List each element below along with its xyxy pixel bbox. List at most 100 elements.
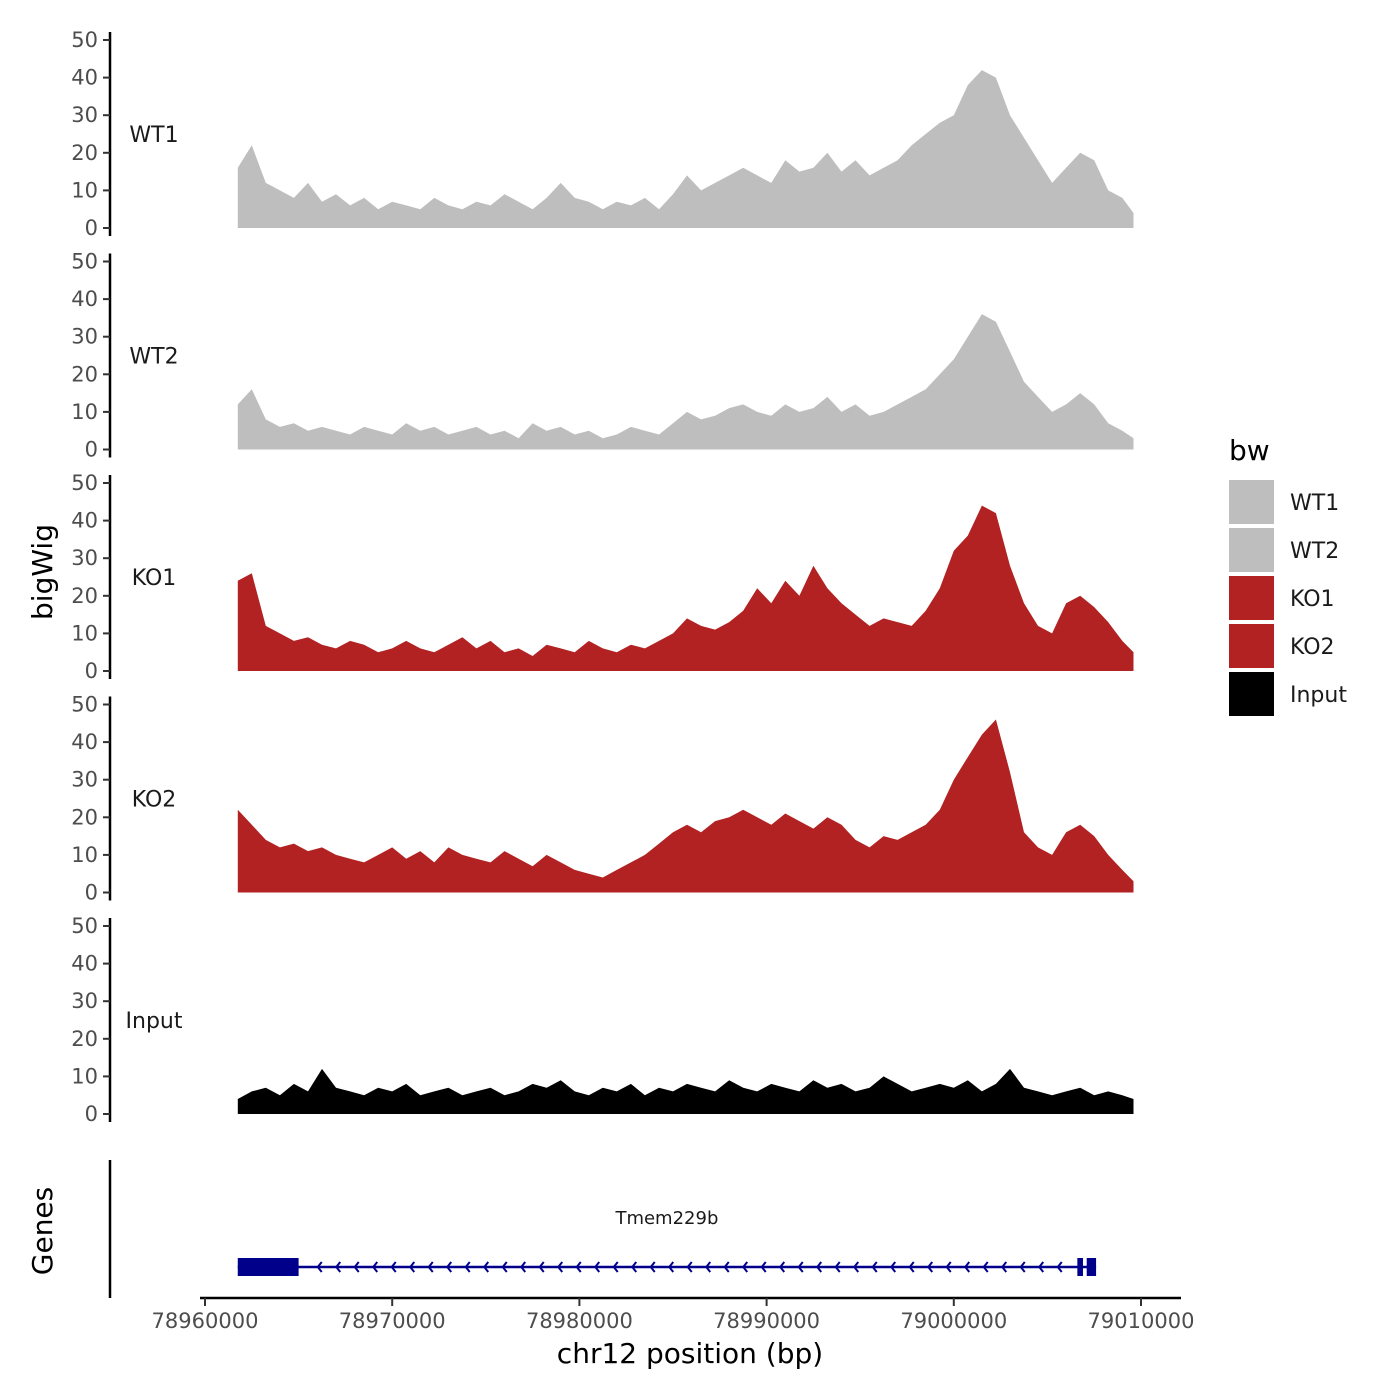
y-tick-label: 0 (85, 659, 98, 683)
y-tick-label: 20 (71, 1027, 98, 1051)
y-tick-label: 0 (85, 216, 98, 240)
strand-arrow (834, 1261, 841, 1273)
gene-exon (1077, 1258, 1083, 1276)
x-tick-label: 78960000 (152, 1309, 259, 1333)
legend: bw WT1 WT2 KO1 KO2 Input (1229, 434, 1347, 716)
strand-arrow (593, 1261, 601, 1273)
x-axis: 78960000 78970000 78980000 78990000 79000000… (152, 1296, 1195, 1333)
strand-arrow (889, 1261, 897, 1273)
legend-label-input: Input (1290, 683, 1347, 708)
y-tick-label: 40 (71, 287, 98, 311)
gene-name-label: Tmem229b (614, 1208, 718, 1229)
strand-arrow (334, 1261, 342, 1273)
gene-axis-title: Genes (26, 1187, 59, 1275)
y-tick-label: 30 (71, 103, 98, 127)
strand-arrow (815, 1261, 823, 1273)
strand-arrow (797, 1261, 804, 1273)
y-tick-label: 30 (71, 768, 98, 792)
y-tick-label: 0 (85, 881, 98, 905)
gene-track: Tmem229b (108, 1160, 1097, 1298)
legend-swatch-wt2 (1229, 528, 1274, 572)
signal-area-wt2 (237, 314, 1134, 450)
tracks-layer: 0 10 20 30 40 50 WT1 0 10 20 30 40 50 WT2 0 10 20 30 40 50 K… (71, 28, 1134, 1126)
strand-arrow (353, 1261, 360, 1273)
x-tick-label: 78990000 (713, 1309, 820, 1333)
strand-arrow (1019, 1261, 1026, 1273)
track-wt1: 0 10 20 30 40 50 WT1 (71, 28, 1134, 240)
x-tick-label: 79010000 (1088, 1309, 1195, 1333)
strand-arrow (649, 1261, 656, 1273)
y-tick-label: 30 (71, 325, 98, 349)
y-tick-label: 10 (71, 1064, 98, 1088)
strand-arrow (686, 1261, 693, 1273)
gene-exon (1086, 1258, 1097, 1276)
strand-arrow (482, 1261, 490, 1273)
strand-arrow (390, 1261, 397, 1273)
strand-arrow (1000, 1261, 1008, 1273)
strand-arrow (908, 1261, 915, 1273)
y-tick-label: 0 (85, 438, 98, 462)
y-tick-label: 30 (71, 989, 98, 1013)
strand-arrow (871, 1261, 878, 1273)
track-label: WT1 (129, 123, 178, 148)
strand-arrow (963, 1261, 971, 1273)
y-tick-label: 10 (71, 843, 98, 867)
strand-arrow (519, 1261, 527, 1273)
y-tick-label: 10 (71, 621, 98, 645)
y-tick-label: 20 (71, 805, 98, 829)
track-label: KO2 (132, 788, 177, 813)
strand-arrow (723, 1261, 730, 1273)
track-ko2: 0 10 20 30 40 50 KO2 (71, 693, 1134, 905)
legend-label-ko2: KO2 (1290, 635, 1335, 660)
signal-area-ko1 (237, 505, 1134, 671)
signal-area-wt1 (237, 70, 1134, 228)
y-tick-label: 40 (71, 952, 98, 976)
strand-arrow (501, 1261, 508, 1273)
strand-arrow (982, 1261, 989, 1273)
strand-arrow (575, 1261, 582, 1273)
strand-arrow (464, 1261, 471, 1273)
strand-arrow (408, 1261, 416, 1273)
legend-label-ko1: KO1 (1290, 587, 1335, 612)
track-ko1: 0 10 20 30 40 50 KO1 (71, 471, 1134, 683)
signal-area-ko2 (237, 719, 1134, 893)
strand-arrow (704, 1261, 712, 1273)
strand-arrow (445, 1261, 453, 1273)
track-label: Input (126, 1009, 183, 1034)
y-tick-label: 40 (71, 730, 98, 754)
track-label: WT2 (129, 345, 178, 370)
track-wt2: 0 10 20 30 40 50 WT2 (71, 250, 1134, 462)
strand-arrow (371, 1261, 379, 1273)
signal-area-input (237, 1068, 1134, 1114)
y-tick-label: 20 (71, 362, 98, 386)
legend-title: bw (1229, 434, 1270, 467)
track-input: 0 10 20 30 40 50 Input (71, 914, 1134, 1126)
x-axis-title: chr12 position (bp) (557, 1337, 823, 1370)
legend-label-wt1: WT1 (1290, 491, 1339, 516)
legend-swatch-ko1 (1229, 576, 1274, 620)
y-axis-title: bigWig (26, 524, 59, 620)
strand-arrow (538, 1261, 545, 1273)
y-tick-label: 10 (71, 400, 98, 424)
y-tick-label: 10 (71, 178, 98, 202)
x-tick-label: 78970000 (339, 1309, 446, 1333)
x-tick-label: 79000000 (900, 1309, 1007, 1333)
strand-arrow (945, 1261, 952, 1273)
strand-arrow (760, 1261, 767, 1273)
y-tick-label: 20 (71, 141, 98, 165)
strand-arrow (852, 1261, 860, 1273)
strand-arrow (741, 1261, 749, 1273)
strand-arrow (926, 1261, 934, 1273)
strand-arrow (556, 1261, 564, 1273)
strand-arrow (427, 1261, 434, 1273)
y-tick-label: 0 (85, 1102, 98, 1126)
y-tick-label: 20 (71, 584, 98, 608)
legend-swatch-wt1 (1229, 480, 1274, 524)
strand-arrow (316, 1261, 323, 1273)
strand-arrow (778, 1261, 786, 1273)
strand-arrow (630, 1261, 638, 1273)
strand-arrow (1056, 1261, 1063, 1273)
strand-arrow (667, 1261, 675, 1273)
x-tick-label: 78980000 (526, 1309, 633, 1333)
